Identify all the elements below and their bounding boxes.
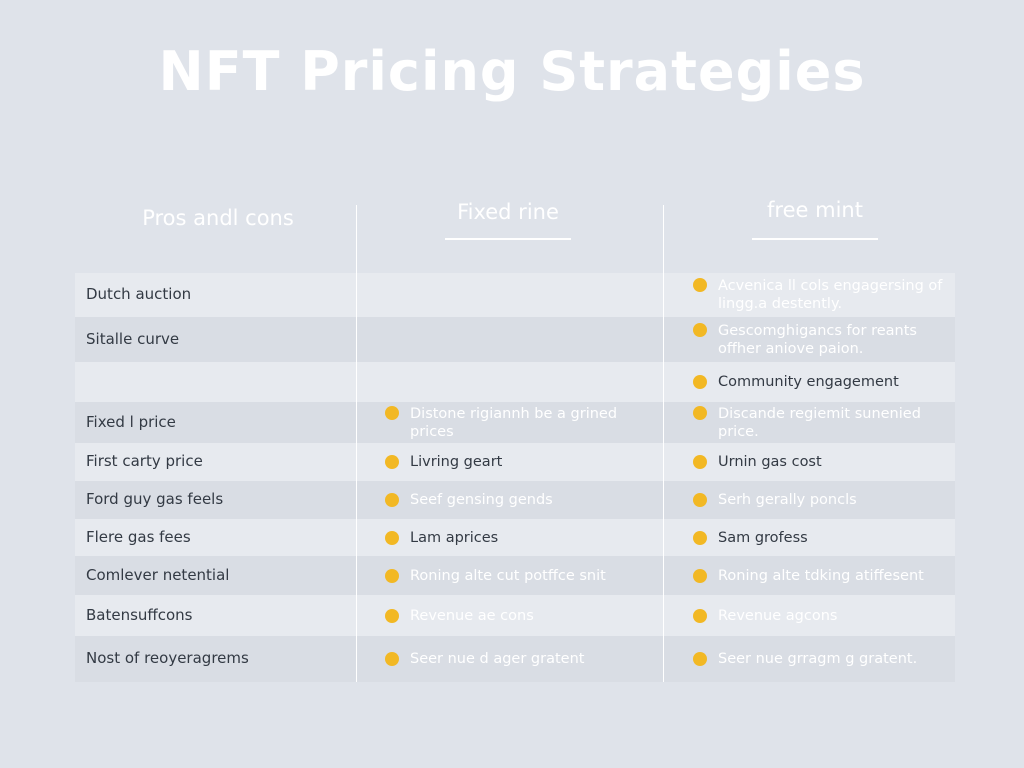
- coin-icon: [693, 405, 707, 420]
- row-band: [75, 273, 955, 317]
- row-band: [75, 595, 955, 636]
- row-label: Batensuffcons: [86, 605, 193, 624]
- cell-text: Serh gerally poncls: [718, 492, 857, 508]
- column-header: Fixed rine: [457, 200, 559, 224]
- cell-text: Discande regiemit sunenied price.: [718, 405, 921, 440]
- row-band: [75, 519, 955, 556]
- coin-icon: [693, 278, 707, 292]
- cell-text: Sam grofess: [718, 529, 808, 546]
- cell-text: Acvenica ll cols engagersing of lingg.a …: [718, 278, 943, 312]
- row-band: [75, 317, 955, 362]
- coin-icon: [693, 455, 707, 469]
- coin-icon: [385, 530, 399, 545]
- column-header: Pros andl cons: [142, 206, 294, 230]
- row-label: Sitalle curve: [86, 329, 180, 348]
- column-divider: [663, 205, 664, 682]
- row-label: Nost of reoyeragrems: [86, 649, 249, 667]
- coin-icon: [693, 608, 707, 623]
- row-label: Comlever netential: [86, 565, 230, 584]
- cell-text: Seef gensing gends: [410, 492, 553, 508]
- column-header: free mint: [767, 198, 863, 222]
- cell-text: Lam aprices: [410, 529, 499, 546]
- row-band: [75, 443, 955, 481]
- coin-icon: [693, 652, 707, 666]
- coin-icon: [385, 652, 399, 666]
- row-label: Fixed l price: [86, 412, 176, 431]
- column-divider: [356, 205, 357, 682]
- row-band: [75, 362, 955, 402]
- cell-text: Urnin gas cost: [718, 454, 822, 470]
- coin-icon: [693, 322, 707, 337]
- coin-icon: [385, 405, 399, 420]
- coin-icon: [385, 493, 399, 507]
- cell-text: Revenue ae cons: [410, 607, 534, 624]
- row-label: First carty price: [86, 452, 203, 470]
- cell-text: Seer nue d ager gratent: [410, 651, 585, 667]
- row-band: [75, 556, 955, 595]
- row-band: [75, 402, 955, 443]
- coin-icon: [693, 375, 707, 389]
- coin-icon: [385, 568, 399, 583]
- cell-text: Livring geart: [410, 454, 503, 470]
- cell-text: Revenue agcons: [718, 607, 838, 624]
- cell-text: Gescomghigancs for reants offher aniove …: [718, 322, 917, 357]
- row-band: [75, 636, 955, 682]
- coin-icon: [693, 568, 707, 583]
- header-underline: [752, 238, 878, 240]
- coin-icon: [693, 493, 707, 507]
- row-label: Dutch auction: [86, 285, 192, 303]
- coin-icon: [385, 608, 399, 623]
- cell-text: Seer nue grragm g gratent.: [718, 651, 918, 667]
- header-underline: [445, 238, 571, 240]
- coin-icon: [693, 530, 707, 545]
- cell-text: Roning alte tdking atiffesent: [718, 567, 924, 584]
- title: NFT Pricing Strategies: [158, 40, 866, 103]
- coin-icon: [385, 455, 399, 469]
- cell-text: Roning alte cut potffce snit: [410, 567, 606, 584]
- cell-text: Distone rigiannh be a grined prices: [410, 405, 618, 440]
- cell-text: Community engagement: [718, 374, 899, 390]
- row-band: [75, 481, 955, 519]
- row-label: Flere gas fees: [86, 527, 191, 546]
- row-label: Ford guy gas feels: [86, 490, 224, 508]
